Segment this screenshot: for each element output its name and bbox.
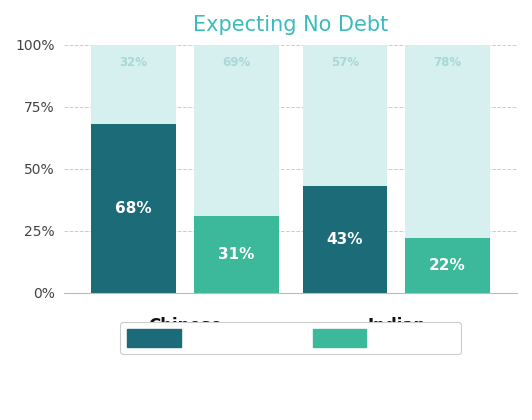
Bar bbox=[303, 45, 387, 293]
Text: 69%: 69% bbox=[222, 56, 251, 69]
Text: 78%: 78% bbox=[434, 56, 462, 69]
Bar bbox=[92, 124, 176, 293]
Text: 32%: 32% bbox=[120, 56, 148, 69]
Text: 31%: 31% bbox=[218, 247, 254, 262]
Text: 57%: 57% bbox=[331, 56, 359, 69]
Bar bbox=[194, 45, 279, 293]
Title: Expecting No Debt: Expecting No Debt bbox=[193, 15, 388, 35]
Bar bbox=[303, 186, 387, 293]
Bar bbox=[405, 238, 490, 293]
Text: 43%: 43% bbox=[327, 232, 363, 247]
Text: 22%: 22% bbox=[429, 258, 466, 273]
Bar bbox=[405, 45, 490, 293]
Bar bbox=[92, 45, 176, 293]
Legend: International, Domestic: International, Domestic bbox=[120, 321, 461, 354]
Bar bbox=[194, 216, 279, 293]
Text: 68%: 68% bbox=[115, 201, 152, 216]
